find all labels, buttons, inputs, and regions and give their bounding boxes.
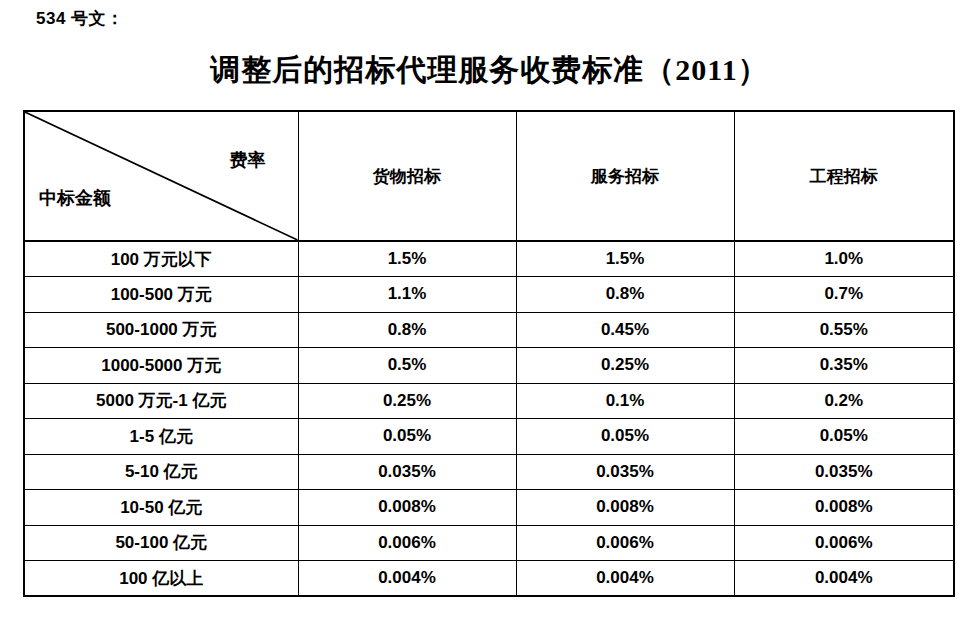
- page-title: 调整后的招标代理服务收费标准（2011）: [0, 50, 979, 91]
- row-label: 1000-5000 万元: [24, 348, 298, 384]
- row-label: 10-50 亿元: [24, 490, 298, 526]
- table-row: 1000-5000 万元0.5%0.25%0.35%: [24, 348, 954, 384]
- row-label: 1-5 亿元: [24, 419, 298, 455]
- rate-cell: 0.006%: [734, 525, 954, 561]
- rate-cell: 0.05%: [734, 419, 954, 455]
- table-row: 100 万元以下1.5%1.5%1.0%: [24, 241, 954, 277]
- rate-cell: 0.2%: [734, 383, 954, 419]
- doc-number-label: 534 号文：: [36, 7, 124, 30]
- column-header-service: 服务招标: [516, 111, 734, 241]
- row-label: 100 亿以上: [24, 561, 298, 597]
- rate-cell: 0.7%: [734, 277, 954, 313]
- rate-cell: 0.006%: [516, 525, 734, 561]
- table-row: 500-1000 万元0.8%0.45%0.55%: [24, 312, 954, 348]
- rate-cell: 0.008%: [734, 490, 954, 526]
- rate-cell: 1.1%: [298, 277, 516, 313]
- table-row: 5000 万元-1 亿元0.25%0.1%0.2%: [24, 383, 954, 419]
- row-label: 100 万元以下: [24, 241, 298, 277]
- table-row: 5-10 亿元0.035%0.035%0.035%: [24, 454, 954, 490]
- rate-cell: 1.5%: [516, 241, 734, 277]
- table-row: 10-50 亿元0.008%0.008%0.008%: [24, 490, 954, 526]
- row-label: 500-1000 万元: [24, 312, 298, 348]
- rate-cell: 0.008%: [516, 490, 734, 526]
- fee-rate-table: 费率 中标金额 货物招标 服务招标 工程招标 100 万元以下1.5%1.5%1…: [23, 110, 955, 597]
- table-row: 50-100 亿元0.006%0.006%0.006%: [24, 525, 954, 561]
- diagonal-header-cell: 费率 中标金额: [24, 111, 298, 241]
- rate-cell: 0.004%: [516, 561, 734, 597]
- rate-cell: 0.55%: [734, 312, 954, 348]
- rate-cell: 0.25%: [298, 383, 516, 419]
- rate-cell: 0.05%: [516, 419, 734, 455]
- rate-cell: 0.35%: [734, 348, 954, 384]
- rate-cell: 1.5%: [298, 241, 516, 277]
- row-label: 5-10 亿元: [24, 454, 298, 490]
- rate-cell: 0.004%: [734, 561, 954, 597]
- column-header-goods: 货物招标: [298, 111, 516, 241]
- rate-cell: 0.035%: [734, 454, 954, 490]
- table-row: 100-500 万元1.1%0.8%0.7%: [24, 277, 954, 313]
- row-label: 50-100 亿元: [24, 525, 298, 561]
- rate-cell: 0.25%: [516, 348, 734, 384]
- diagonal-divider-line: [25, 112, 298, 240]
- table-row: 100 亿以上0.004%0.004%0.004%: [24, 561, 954, 597]
- row-label: 5000 万元-1 亿元: [24, 383, 298, 419]
- rate-cell: 0.05%: [298, 419, 516, 455]
- rate-cell: 0.1%: [516, 383, 734, 419]
- rate-cell: 0.035%: [516, 454, 734, 490]
- rate-cell: 0.035%: [298, 454, 516, 490]
- rate-cell: 0.5%: [298, 348, 516, 384]
- rate-cell: 0.8%: [516, 277, 734, 313]
- table-row: 1-5 亿元0.05%0.05%0.05%: [24, 419, 954, 455]
- rate-cell: 0.45%: [516, 312, 734, 348]
- rate-cell: 0.004%: [298, 561, 516, 597]
- corner-label-bid-amount: 中标金额: [39, 186, 111, 210]
- row-label: 100-500 万元: [24, 277, 298, 313]
- rate-cell: 0.008%: [298, 490, 516, 526]
- rate-cell: 0.006%: [298, 525, 516, 561]
- corner-label-fee-rate: 费率: [230, 148, 266, 172]
- table-body: 100 万元以下1.5%1.5%1.0%100-500 万元1.1%0.8%0.…: [24, 241, 954, 596]
- rate-cell: 1.0%: [734, 241, 954, 277]
- header-row: 费率 中标金额 货物招标 服务招标 工程招标: [24, 111, 954, 241]
- column-header-engineering: 工程招标: [734, 111, 954, 241]
- rate-cell: 0.8%: [298, 312, 516, 348]
